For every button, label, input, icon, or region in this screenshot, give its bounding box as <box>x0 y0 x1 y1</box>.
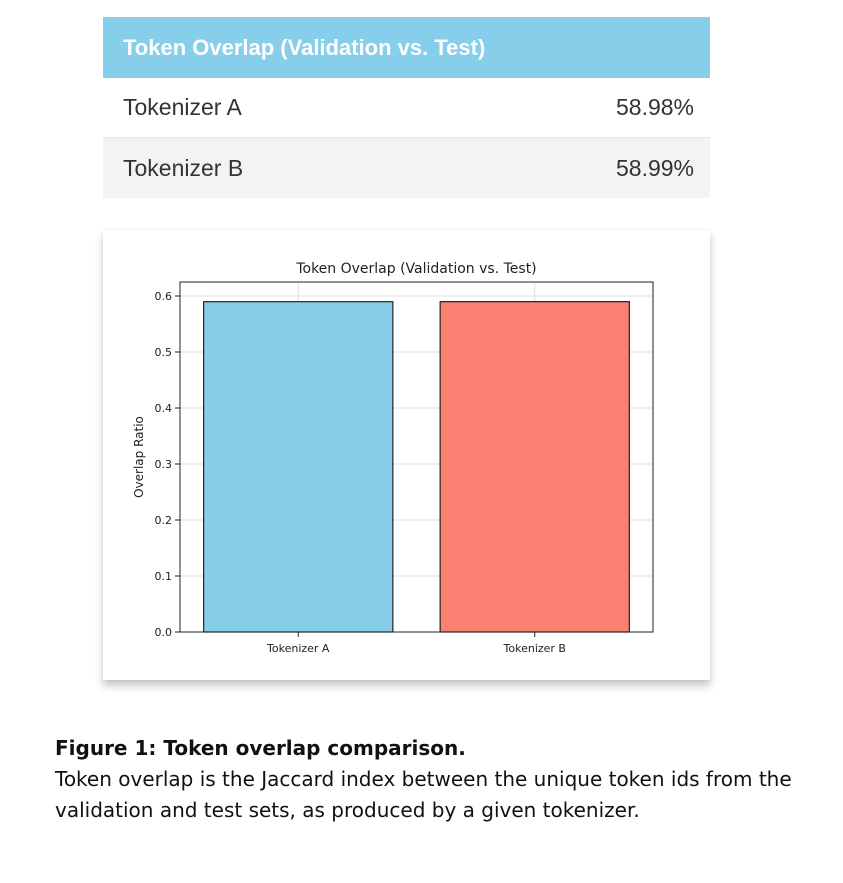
table-title: Token Overlap (Validation vs. Test) <box>123 34 486 60</box>
y-tick-label: 0.3 <box>155 458 173 471</box>
bar-chart: 0.0 0.1 0.2 0.3 0.4 0.5 0.6 Tokenizer A Tokenize… <box>132 261 654 655</box>
y-tick-label: 0.5 <box>155 346 173 359</box>
y-tick-label: 0.6 <box>155 290 173 303</box>
y-axis-label: Overlap Ratio <box>132 416 146 498</box>
plot-frame <box>179 281 654 633</box>
table-row: Tokenizer A 58.98% <box>103 78 710 138</box>
y-tick-label: 0.4 <box>155 402 173 415</box>
y-tick-label: 0.1 <box>155 570 173 583</box>
row-label: Tokenizer B <box>123 154 244 181</box>
bar-layer <box>203 301 630 633</box>
x-tick-label: Tokenizer A <box>266 642 330 655</box>
y-tick-label: 0.2 <box>155 514 173 527</box>
caption-body: Token overlap is the Jaccard index betwe… <box>55 767 792 822</box>
chart-title: Token Overlap (Validation vs. Test) <box>295 261 536 277</box>
y-tick-label: 0.0 <box>155 626 173 639</box>
row-label: Tokenizer A <box>123 94 242 120</box>
chart-card: 0.0 0.1 0.2 0.3 0.4 0.5 0.6 Tokenizer A Tokenize… <box>103 230 710 680</box>
row-value: 58.99% <box>615 154 694 181</box>
bar-tokenizer-b <box>439 301 630 633</box>
table-header: Token Overlap (Validation vs. Test) <box>103 17 710 78</box>
bar-tokenizer-a <box>203 301 394 633</box>
row-value: 58.98% <box>615 94 694 120</box>
table-row: Tokenizer B 58.99% <box>103 138 710 198</box>
axis-layer: 0.0 0.1 0.2 0.3 0.4 0.5 0.6 Tokenizer A Tokenize… <box>155 290 566 655</box>
caption-title: Figure 1: Token overlap comparison. <box>55 736 466 760</box>
x-tick-label: Tokenizer B <box>503 642 566 655</box>
figure-caption: Figure 1: Token overlap comparison. Toke… <box>55 733 835 826</box>
summary-table: Token Overlap (Validation vs. Test) Toke… <box>103 17 710 198</box>
